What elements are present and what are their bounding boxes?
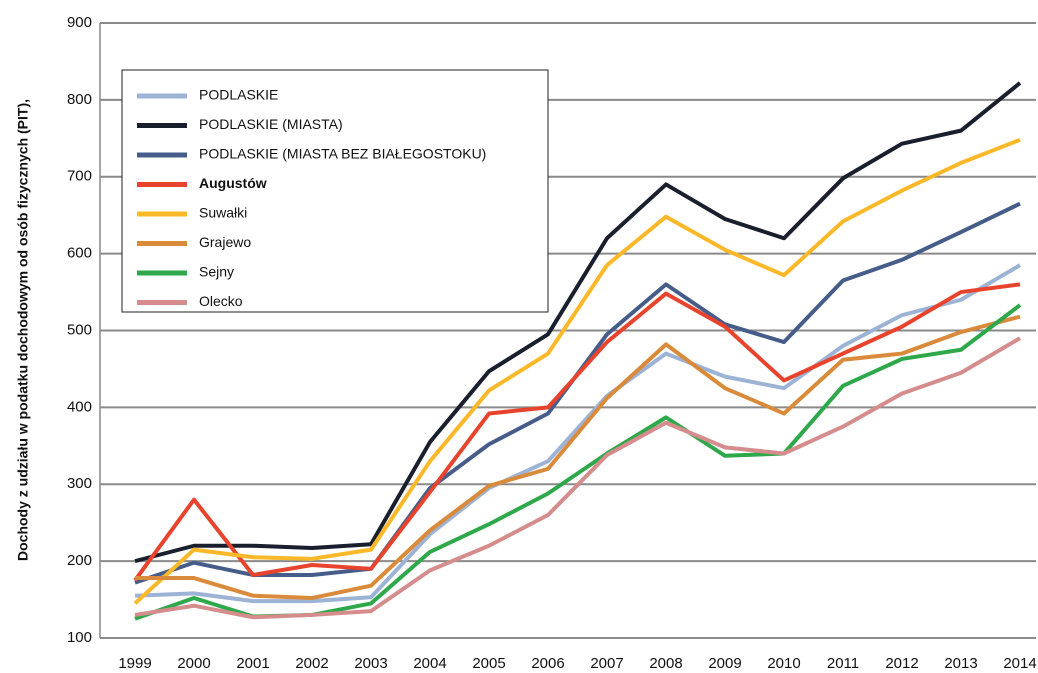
x-tick-label: 2009 (708, 655, 741, 672)
x-tick-label: 2011 (827, 655, 859, 672)
legend-label: Olecko (199, 293, 243, 309)
y-axis-label: Dochody z udziału w podatku dochodowym o… (15, 99, 31, 561)
x-tick-label: 2008 (649, 655, 682, 672)
y-tick-label: 400 (67, 398, 92, 415)
legend-label: PODLASKIE (MIASTA BEZ BIAŁEGOSTOKU) (199, 146, 486, 162)
series-line (134, 81, 1022, 564)
y-tick-label: 100 (67, 629, 92, 646)
x-tick-label: 2001 (236, 655, 269, 672)
x-tick-label: 2007 (590, 655, 623, 672)
x-tick-label: 2003 (354, 655, 387, 672)
x-tick-label: 1999 (118, 655, 151, 672)
legend-label: Augustów (199, 175, 267, 191)
series-line (134, 263, 1022, 604)
x-tick-label: 2014 (1003, 655, 1036, 672)
legend-label: PODLASKIE (MIASTA) (199, 116, 343, 132)
x-tick-label: 2006 (531, 655, 564, 672)
x-tick-label: 2012 (885, 655, 918, 672)
x-tick-label: 2004 (413, 655, 446, 672)
y-tick-label: 800 (67, 91, 92, 108)
x-tick-label: 2000 (177, 655, 210, 672)
x-tick-label: 2005 (472, 655, 505, 672)
series-line (135, 314, 1021, 601)
x-tick-label: 2010 (767, 655, 800, 672)
legend-label: Sejny (199, 264, 234, 280)
y-tick-label: 600 (67, 245, 92, 262)
y-tick-label: 200 (67, 552, 92, 569)
legend-label: Suwałki (199, 205, 247, 221)
x-tick-label: 2002 (295, 655, 328, 672)
y-tick-label: 700 (67, 168, 92, 185)
legend-label: PODLASKIE (199, 87, 278, 103)
legend-label: Grajewo (199, 234, 251, 250)
series-line (133, 282, 1021, 582)
series-line (134, 336, 1022, 620)
y-tick-label: 500 (67, 321, 92, 338)
series-line (133, 137, 1021, 605)
y-tick-label: 900 (67, 14, 92, 31)
x-tick-label: 2013 (944, 655, 977, 672)
legend-box (121, 69, 549, 313)
y-tick-label: 300 (67, 475, 92, 492)
